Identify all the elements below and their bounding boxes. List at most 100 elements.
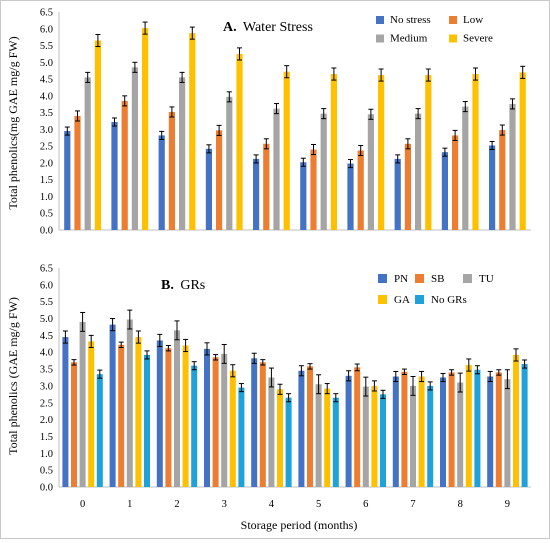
- x-tick-label: 1: [127, 499, 132, 510]
- panel-b-bar-no-grs: [332, 397, 339, 487]
- panel-b-legend: PN SB TU GA No GRs: [378, 273, 494, 306]
- panel-b-bar-pn: [62, 337, 69, 487]
- panel-b-bar-tu: [221, 353, 228, 487]
- panel-a-bar-no-stress: [394, 158, 401, 230]
- panel-a-y-tick-label: 0.5: [40, 209, 53, 220]
- panel-b-bar-ga: [418, 376, 425, 487]
- panel-b-bar-no-grs: [144, 354, 150, 487]
- panel-a-bar-no-stress: [64, 131, 71, 230]
- panel-a-bar-low: [310, 149, 317, 230]
- x-tick-label: 5: [316, 499, 321, 510]
- panel-a-bar-no-stress: [441, 152, 448, 230]
- panel-b-bar-pn: [392, 376, 399, 487]
- x-tick-label: 8: [458, 499, 463, 510]
- panel-a-bar-low: [452, 135, 459, 230]
- panel-a-bar-low: [74, 115, 81, 230]
- panel-a-title-text: Water Stress: [243, 20, 313, 35]
- panel-a-bar-severe: [142, 28, 149, 230]
- x-tick-label: 4: [269, 499, 275, 510]
- panel-a-y-axis-title: Total phenolics(mg GAE mg/g FW): [6, 36, 20, 209]
- panel-a-bar-low: [168, 111, 175, 230]
- panel-a-bar-medium: [320, 113, 327, 230]
- panel-b-bar-sb: [259, 362, 266, 487]
- panel-a-bar-severe: [283, 71, 290, 230]
- panel-b-legend-label: SB: [431, 273, 444, 285]
- x-axis-title: Storage period (months): [241, 518, 358, 532]
- panel-b-bar-ga: [229, 370, 236, 487]
- panel-b-bar-sb: [307, 366, 313, 487]
- panel-a-bar-severe: [519, 72, 526, 231]
- panel-b-bar-ga: [324, 388, 331, 487]
- panel-a-plot-area: 0.0 0.5 1.0 1.5 2.0 2.5 3.0 3.5 4.0 4.5 5.0 5.5 6.0 6…: [40, 8, 531, 237]
- panel-b-bar-tu: [504, 379, 511, 487]
- panel-b-bar-sb: [118, 344, 125, 487]
- panel-b-bar-tu: [174, 330, 180, 487]
- panel-a-y-tick-label: 2.5: [40, 142, 53, 153]
- panel-a-bar-no-stress: [158, 135, 165, 230]
- x-tick-label: 0: [80, 499, 85, 510]
- panel-b-plot-area: 0.0 0.5 1.0 1.5 2.0 2.5 3.0 3.5 4.0 4.5 5.0 5.5 6.0 6…: [40, 264, 531, 510]
- panel-b-bar-sb: [212, 357, 219, 487]
- x-tick-label: 9: [505, 499, 510, 510]
- panel-b-y-tick-label: 0.5: [40, 466, 53, 477]
- panel-a-bar-no-stress: [205, 148, 212, 230]
- panel-b-grs: 0.0 0.5 1.0 1.5 2.0 2.5 3.0 3.5 4.0 4.5 5.0 5.5 6.0 6…: [6, 264, 531, 532]
- panel-a-bar-low: [357, 150, 364, 230]
- panel-a-bar-severe: [189, 33, 196, 230]
- panel-b-bar-no-grs: [96, 374, 103, 487]
- panel-a-y-tick-label: 0.0: [40, 226, 53, 237]
- panel-b-y-tick-label: 2.0: [40, 415, 53, 426]
- panel-a-legend-swatch: [376, 34, 384, 43]
- panel-b-bar-ga: [135, 337, 142, 487]
- panel-b-legend-swatch: [378, 295, 387, 304]
- panel-a-legend-swatch: [449, 34, 457, 43]
- x-tick-label: 6: [363, 499, 368, 510]
- panel-b-bar-tu: [268, 377, 275, 487]
- panel-b-title-prefix: B.: [161, 278, 174, 293]
- panel-b-bar-pn: [156, 340, 163, 487]
- panel-a-bar-medium: [84, 77, 91, 231]
- panel-b-bar-pn: [109, 324, 116, 487]
- panel-a-bar-severe: [236, 53, 243, 230]
- panel-b-bar-tu: [126, 319, 133, 487]
- panel-b-legend-swatch: [415, 274, 424, 283]
- panel-b-bar-ga: [465, 365, 472, 487]
- panel-b-y-tick-label: 5.0: [40, 314, 53, 325]
- panel-b-bar-no-grs: [521, 364, 528, 487]
- panel-a-bar-medium: [179, 77, 186, 231]
- panel-b-title-text: GRs: [180, 278, 205, 293]
- panel-b-bar-pn: [298, 370, 305, 487]
- panel-a-y-tick-label: 6.0: [40, 24, 53, 35]
- panel-b-bar-ga: [371, 385, 378, 487]
- panel-b-bar-sb: [495, 372, 502, 487]
- panel-a-bar-severe: [425, 75, 432, 230]
- panel-a-legend-label: Low: [463, 14, 483, 26]
- panel-b-y-tick-label: 1.5: [40, 432, 53, 443]
- panel-a-bar-medium: [509, 103, 516, 230]
- panel-a-bar-severe: [378, 75, 385, 230]
- panel-b-bar-no-grs: [285, 397, 292, 487]
- panel-b-bar-sb: [401, 371, 408, 487]
- panel-a-bar-low: [121, 100, 128, 230]
- panel-b-y-tick-label: 6.5: [40, 264, 53, 275]
- panel-b-bar-no-grs: [427, 385, 434, 487]
- panel-a-bar-medium: [226, 96, 233, 230]
- panel-a-bar-medium: [415, 113, 422, 230]
- panel-b-bar-no-grs: [474, 369, 481, 487]
- panel-a-water-stress: 0.0 0.5 1.0 1.5 2.0 2.5 3.0 3.5 4.0 4.5 5.0 5.5 6.0 6…: [6, 8, 531, 237]
- panel-b-bar-tu: [79, 321, 86, 487]
- panel-a-y-tick-label: 1.5: [40, 175, 53, 186]
- panel-b-y-tick-label: 4.5: [40, 331, 53, 342]
- panel-b-bar-sb: [71, 362, 77, 487]
- panel-b-legend-swatch: [378, 274, 387, 283]
- panel-a-bar-no-stress: [489, 145, 496, 230]
- panel-b-y-tick-label: 3.0: [40, 381, 53, 392]
- panel-b-bar-pn: [204, 348, 210, 487]
- panel-a-bar-low: [404, 143, 411, 230]
- panel-b-y-tick-label: 1.0: [40, 449, 53, 460]
- panel-a-legend-label: No stress: [390, 14, 431, 26]
- panel-a-y-tick-label: 6.5: [40, 8, 53, 19]
- panel-a-y-tick-label: 5.5: [40, 41, 53, 52]
- panel-b-title: B. GRs: [161, 278, 205, 293]
